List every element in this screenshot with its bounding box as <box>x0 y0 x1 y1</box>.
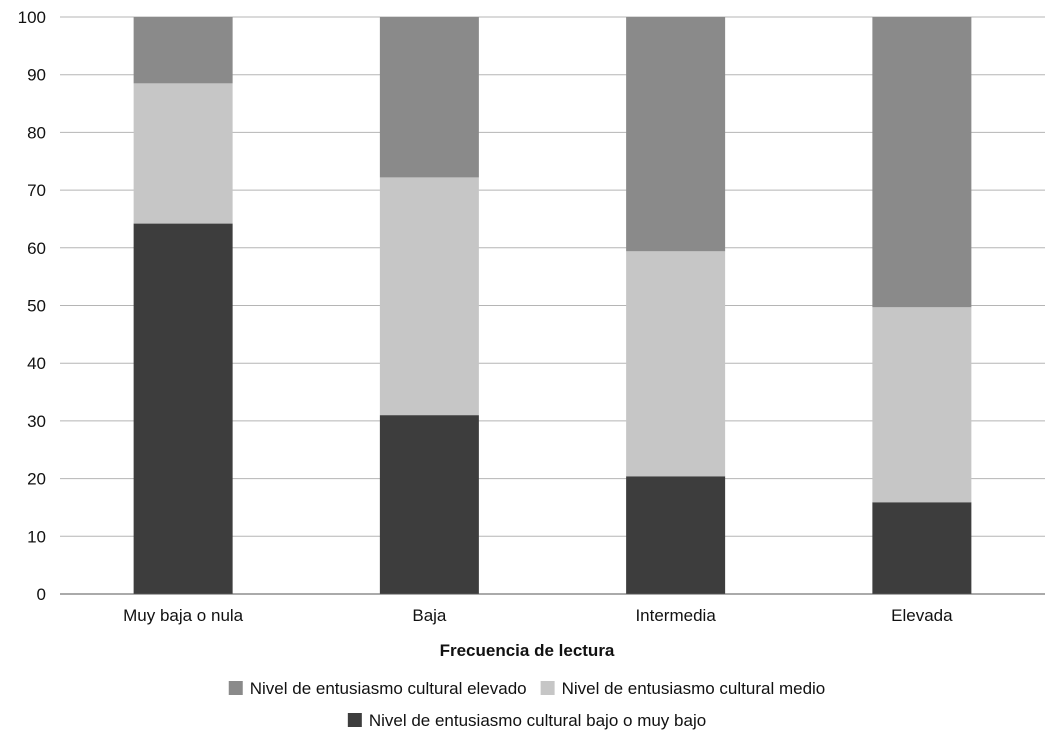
bars <box>133 17 972 595</box>
y-tick-label-30: 30 <box>27 412 46 431</box>
y-tick-label-100: 100 <box>18 8 46 27</box>
legend-swatch-nivel-de-entusiasmo-cultural-bajo-o-muy-bajo <box>347 713 362 727</box>
bar-intermedia-nivel-de-entusiasmo-cultural-medio <box>626 251 726 477</box>
x-tick-label-intermedia: Intermedia <box>635 606 716 625</box>
x-axis-title: Frecuencia de lectura <box>440 641 615 660</box>
legend-item-nivel-de-entusiasmo-cultural-bajo-o-muy-bajo: Nivel de entusiasmo cultural bajo o muy … <box>347 711 706 730</box>
bar-muy-baja-o-nula-nivel-de-entusiasmo-cultural-medio <box>133 83 233 224</box>
x-tick-label-baja: Baja <box>412 606 447 625</box>
x-axis-ticks: Muy baja o nula Baja Intermedia Elevada <box>123 606 953 625</box>
bar-muy-baja-o-nula-nivel-de-entusiasmo-cultural-elevado <box>133 17 233 84</box>
legend: Nivel de entusiasmo cultural elevado Nive… <box>228 679 826 730</box>
y-tick-label-60: 60 <box>27 239 46 258</box>
bar-intermedia-nivel-de-entusiasmo-cultural-bajo-o-muy-bajo <box>626 476 726 594</box>
x-tick-label-elevada: Elevada <box>891 606 953 625</box>
y-tick-label-40: 40 <box>27 354 46 373</box>
y-tick-label-90: 90 <box>27 66 46 85</box>
legend-label-nivel-de-entusiasmo-cultural-medio: Nivel de entusiasmo cultural medio <box>562 679 826 698</box>
y-axis-ticks: 0 10 20 30 40 50 60 70 80 90 100 <box>18 8 46 604</box>
bar-intermedia-nivel-de-entusiasmo-cultural-elevado <box>626 17 726 252</box>
bar-elevada-nivel-de-entusiasmo-cultural-elevado <box>872 17 972 308</box>
bar-baja-nivel-de-entusiasmo-cultural-elevado <box>379 17 479 178</box>
legend-item-nivel-de-entusiasmo-cultural-medio: Nivel de entusiasmo cultural medio <box>540 679 826 698</box>
legend-item-nivel-de-entusiasmo-cultural-elevado: Nivel de entusiasmo cultural elevado <box>228 679 527 698</box>
bar-baja-nivel-de-entusiasmo-cultural-medio <box>379 177 479 416</box>
y-tick-label-0: 0 <box>37 585 46 604</box>
bar-baja-nivel-de-entusiasmo-cultural-bajo-o-muy-bajo <box>379 415 479 594</box>
legend-swatch-nivel-de-entusiasmo-cultural-elevado <box>228 681 243 695</box>
legend-swatch-nivel-de-entusiasmo-cultural-medio <box>540 681 555 695</box>
y-tick-label-80: 80 <box>27 123 46 142</box>
y-tick-label-10: 10 <box>27 527 46 546</box>
bar-elevada-nivel-de-entusiasmo-cultural-bajo-o-muy-bajo <box>872 502 972 594</box>
legend-label-nivel-de-entusiasmo-cultural-bajo-o-muy-bajo: Nivel de entusiasmo cultural bajo o muy … <box>369 711 706 730</box>
y-tick-label-50: 50 <box>27 297 46 316</box>
y-tick-label-70: 70 <box>27 181 46 200</box>
legend-label-nivel-de-entusiasmo-cultural-elevado: Nivel de entusiasmo cultural elevado <box>250 679 527 698</box>
y-tick-label-20: 20 <box>27 470 46 489</box>
bar-elevada-nivel-de-entusiasmo-cultural-medio <box>872 307 972 503</box>
bar-muy-baja-o-nula-nivel-de-entusiasmo-cultural-bajo-o-muy-bajo <box>133 223 233 595</box>
x-tick-label-muy-baja-o-nula: Muy baja o nula <box>123 606 244 625</box>
